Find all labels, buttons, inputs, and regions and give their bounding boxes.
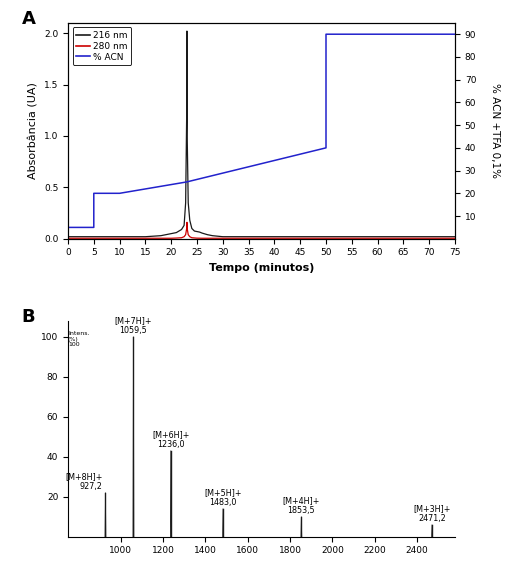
Text: A: A [21,10,36,28]
Text: [M+8H]+: [M+8H]+ [65,472,103,481]
Text: [M+4H]+: [M+4H]+ [282,496,320,505]
Text: 927,2: 927,2 [79,482,103,490]
Text: [M+3H]+: [M+3H]+ [413,504,451,513]
Text: [M+6H]+: [M+6H]+ [152,430,189,439]
Text: [M+7H]+: [M+7H]+ [115,316,152,325]
Y-axis label: Absorbância (UA): Absorbância (UA) [28,82,38,179]
Text: 1059,5: 1059,5 [120,326,147,335]
Text: B: B [21,308,35,326]
Text: 1236,0: 1236,0 [157,440,185,449]
Text: 2471,2: 2471,2 [418,514,446,522]
Legend: 216 nm, 280 nm, % ACN: 216 nm, 280 nm, % ACN [73,27,131,65]
Text: 1483,0: 1483,0 [209,498,237,506]
Text: Intens.
(%)
100: Intens. (%) 100 [68,331,89,347]
X-axis label: Tempo (minutos): Tempo (minutos) [209,263,314,273]
Y-axis label: % ACN +TFA 0,1%: % ACN +TFA 0,1% [490,83,500,178]
Text: [M+5H]+: [M+5H]+ [204,488,242,497]
Text: 1853,5: 1853,5 [288,506,315,514]
